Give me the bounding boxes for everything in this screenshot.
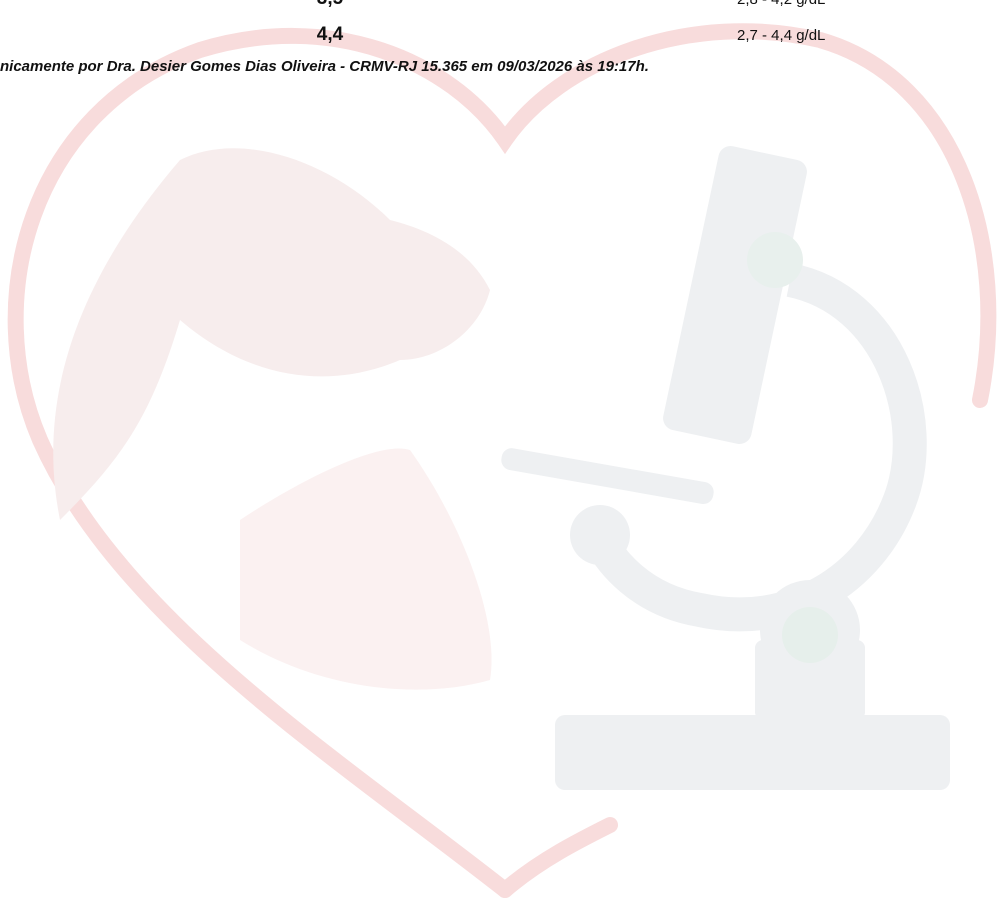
watermark (0, 0, 1004, 900)
microscope (500, 144, 950, 790)
dog-silhouette (53, 148, 490, 520)
signature: nicamente por Dra. Desier Gomes Dias Oli… (0, 58, 649, 75)
reference-range: 2,8 - 4,2 g/dL (737, 0, 825, 8)
result-value: 3,5 (290, 0, 370, 10)
page: 3,5 2,8 - 4,2 g/dL 4,4 2,7 - 4,4 g/dL ni… (0, 0, 1004, 900)
heart-outline-end (505, 825, 610, 890)
cat-silhouette (240, 448, 492, 689)
reference-range: 2,7 - 4,4 g/dL (737, 27, 825, 44)
result-value: 4,4 (290, 24, 370, 46)
